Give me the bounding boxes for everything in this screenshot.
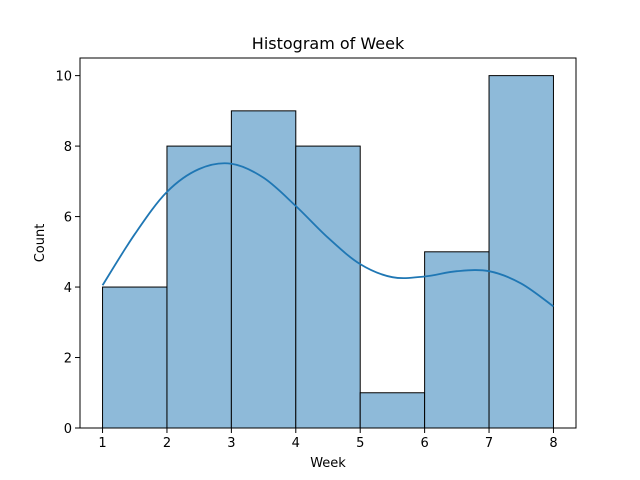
x-tick-label: 8 — [549, 436, 557, 451]
y-tick-label: 2 — [64, 352, 72, 367]
y-tick-label: 10 — [55, 70, 72, 85]
x-tick-label: 3 — [227, 436, 235, 451]
x-ticks: 1 2 3 4 5 6 7 8 — [98, 428, 558, 451]
y-tick-label: 0 — [64, 422, 72, 437]
histogram-bar-5 — [359, 392, 426, 429]
x-tick-label: 5 — [356, 436, 364, 451]
y-ticks: 0 2 4 6 8 10 — [55, 70, 80, 437]
kde-line — [101, 162, 554, 308]
bars-group — [102, 75, 554, 429]
x-tick-label: 7 — [485, 436, 493, 451]
kde-group — [101, 162, 554, 308]
histogram-bar-1 — [102, 286, 168, 429]
y-tick-label: 6 — [64, 211, 72, 226]
y-axis-label: Count — [33, 224, 48, 263]
y-tick-label: 4 — [64, 281, 72, 296]
x-tick-label: 2 — [163, 436, 171, 451]
x-tick-label: 4 — [292, 436, 300, 451]
histogram-bar-2 — [166, 145, 232, 429]
chart-title: Histogram of Week — [252, 34, 405, 53]
plot-frame — [79, 57, 577, 429]
histogram-bar-7 — [488, 75, 554, 429]
y-tick-label: 8 — [64, 140, 72, 155]
x-tick-label: 6 — [420, 436, 428, 451]
histogram-bar-3 — [230, 110, 297, 429]
histogram-bar-6 — [424, 251, 490, 429]
histogram-bar-4 — [295, 145, 361, 429]
x-tick-label: 1 — [98, 436, 106, 451]
x-axis-label: Week — [310, 456, 346, 471]
